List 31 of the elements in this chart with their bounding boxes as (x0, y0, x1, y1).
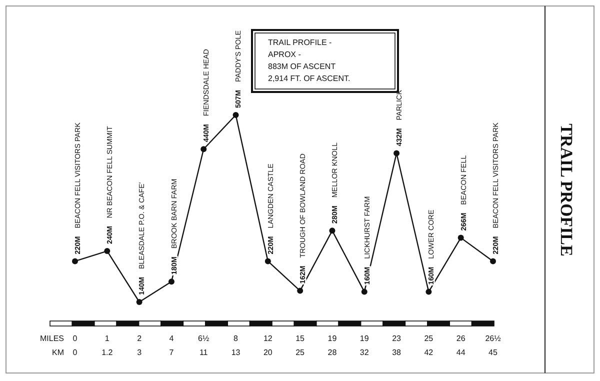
x-tick-label: 23 38 (392, 334, 402, 357)
point (72, 258, 78, 264)
x-tick-label: 2 3 (137, 334, 142, 357)
x-tick-label: 1 1.2 (102, 334, 114, 357)
point (426, 288, 432, 295)
point (361, 288, 368, 295)
x-tick-label: 25 42 (424, 334, 434, 357)
point (136, 299, 142, 305)
x-tick-label: 8 13 (231, 334, 241, 357)
text: TRAIL PROFILE (557, 124, 576, 256)
point (104, 248, 110, 254)
x-tick-label: 12 20 (263, 334, 273, 357)
point (490, 258, 496, 264)
x-tick-label: 15 25 (296, 334, 306, 357)
text: TRAIL PROFILE - APROX - 883M OF ASCENT 2,914 FT. OF ASCENT. (268, 38, 350, 83)
point (200, 146, 207, 152)
x-tick-label: 4 7 (169, 334, 174, 357)
x-tick-label: 19 28 (328, 334, 338, 357)
x-axis-title: MILES KM (40, 334, 64, 357)
x-tick-label: 0 0 (72, 334, 78, 357)
point (168, 278, 174, 285)
point (264, 258, 271, 264)
point (394, 150, 400, 156)
x-tick-label: 19 32 (360, 334, 370, 357)
point (329, 228, 336, 234)
point (458, 234, 464, 241)
x-tick-label: 26½ 45 (485, 334, 502, 357)
x-tick-label: 26 44 (456, 334, 466, 357)
point (232, 112, 239, 118)
point (297, 288, 304, 294)
x-tick-label: 6½ 11 (198, 334, 210, 357)
